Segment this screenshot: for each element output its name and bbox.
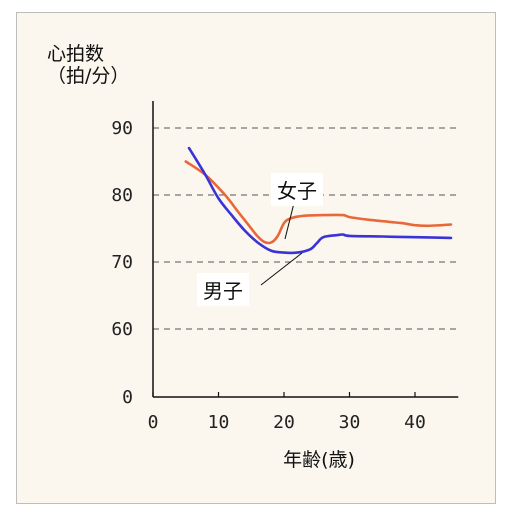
- chart-frame: 心拍数 （拍/分） 0 60 70 80 90 0 10 20 30 40 年齢(歳) 女子 男子: [16, 12, 496, 504]
- gridlines: [153, 127, 459, 330]
- series-label-female: 女子: [271, 173, 323, 206]
- x-tick-label: 20: [273, 412, 295, 433]
- x-tick-label: 40: [404, 412, 426, 433]
- line-chart: 0 60 70 80 90 0 10 20 30 40 年齢(歳): [111, 101, 459, 471]
- y-axis-title-line2: （拍/分）: [47, 65, 130, 87]
- series-line-male: [187, 146, 453, 255]
- y-tick-label: 90: [111, 118, 133, 139]
- axes: [152, 101, 459, 398]
- y-tick-label: 80: [111, 185, 133, 206]
- series-line-female: [184, 160, 453, 245]
- series-label-male: 男子: [197, 273, 249, 306]
- y-tick-label: 70: [111, 252, 133, 273]
- tick-labels: 0 60 70 80 90 0 10 20 30 40: [111, 118, 426, 433]
- x-tick-label: 10: [208, 412, 230, 433]
- pointer-male: [260, 252, 303, 286]
- y-tick-label: 60: [111, 319, 133, 340]
- pointer-female: [284, 202, 295, 240]
- x-tick-label: 0: [148, 412, 159, 433]
- label-pointers: [260, 202, 303, 286]
- x-tick-label: 30: [339, 412, 361, 433]
- y-axis-title: 心拍数 （拍/分）: [47, 43, 129, 87]
- y-tick-label: 0: [122, 387, 133, 408]
- y-axis-title-line1: 心拍数: [47, 43, 105, 65]
- x-axis-title: 年齢(歳): [283, 449, 355, 471]
- series-lines: [184, 146, 453, 255]
